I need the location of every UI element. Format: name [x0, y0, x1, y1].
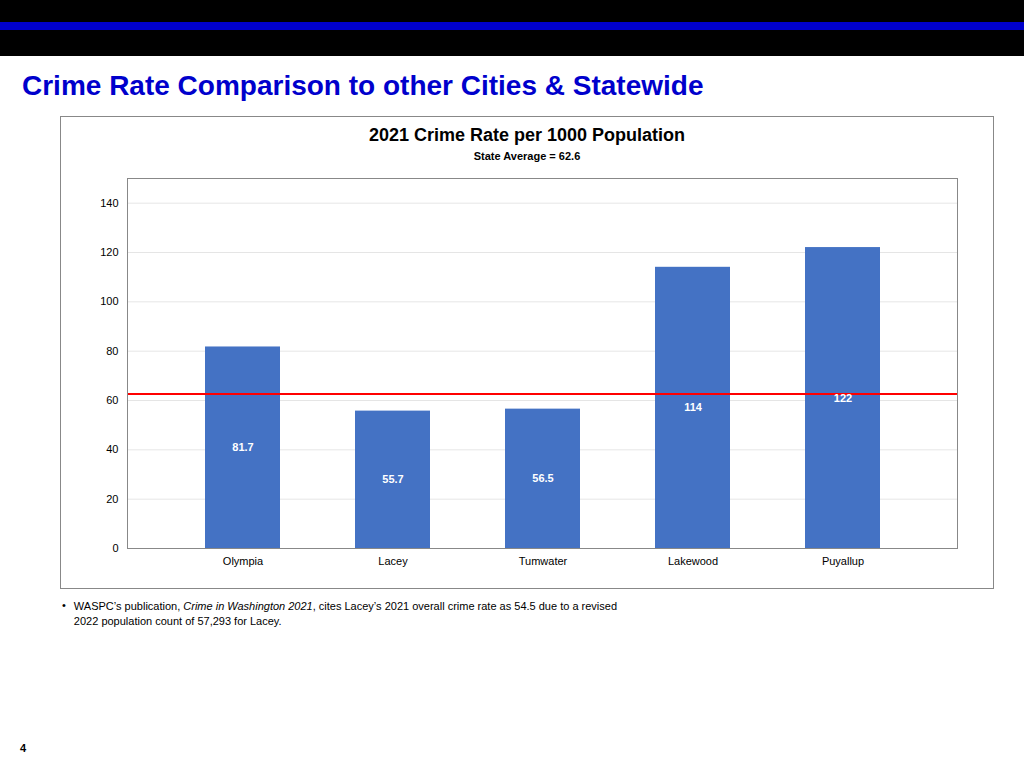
svg-text:Lacey: Lacey	[378, 555, 408, 567]
svg-text:40: 40	[106, 443, 118, 455]
svg-text:100: 100	[100, 295, 118, 307]
svg-text:81.7: 81.7	[232, 441, 253, 453]
html-text:Crime Rate Comparison to other: Crime Rate Comparison to other Cities & …	[22, 70, 704, 101]
svg-text:56.5: 56.5	[532, 472, 553, 484]
svg-text:Olympia: Olympia	[223, 555, 264, 567]
html-text:4: 4	[20, 742, 27, 754]
svg-text:114: 114	[684, 401, 703, 413]
svg-text:120: 120	[100, 246, 118, 258]
html-text:State Average = 62.6: State Average = 62.6	[473, 150, 581, 162]
html-text:WASPC’s publication, Crime in: WASPC’s publication, Crime in Washington…	[73, 600, 617, 627]
svg-text:0: 0	[112, 542, 118, 554]
html-text:2021 Crime Rate per 1000 Popul: 2021 Crime Rate per 1000 Population	[368, 125, 686, 145]
svg-text:80: 80	[106, 345, 118, 357]
svg-text:Lakewood: Lakewood	[668, 555, 718, 567]
svg-text:122: 122	[834, 392, 852, 404]
svg-text:Tumwater: Tumwater	[519, 555, 568, 567]
svg-text:55.7: 55.7	[382, 473, 403, 485]
svg-text:20: 20	[106, 493, 118, 505]
svg-text:Puyallup: Puyallup	[822, 555, 864, 567]
svg-text:60: 60	[106, 394, 118, 406]
svg-text:140: 140	[100, 197, 118, 209]
